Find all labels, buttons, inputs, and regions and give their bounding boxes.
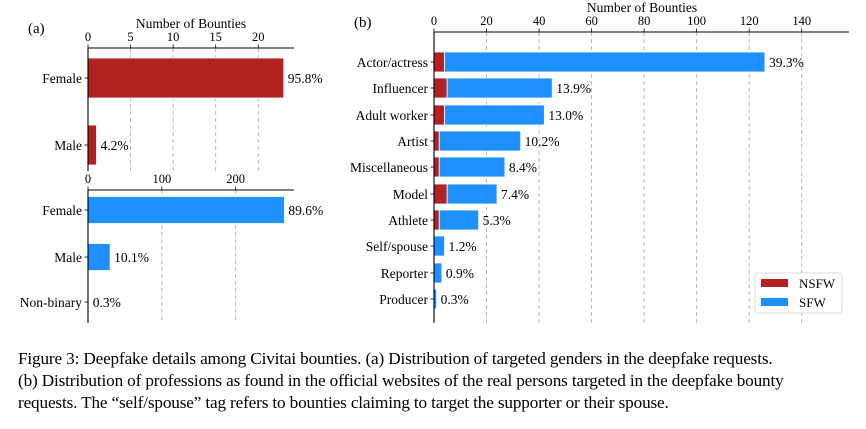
x-axis-title: Number of Bounties	[136, 16, 246, 31]
category-label: Actor/actress	[357, 55, 428, 70]
data-label: 8.4%	[509, 160, 537, 175]
legend-label-sfw: SFW	[799, 295, 826, 310]
bar-sfw	[438, 156, 506, 178]
data-label: 0.9%	[446, 266, 474, 281]
category-label: Reporter	[381, 266, 429, 281]
category-label: Male	[54, 138, 82, 153]
figure: 95.8% Female 4.2% Male 0 5 10 15 20 Number of Bou…	[20, 0, 849, 323]
bar-sfw	[438, 130, 522, 152]
x-tick-label: 80	[638, 14, 651, 28]
data-label: 5.3%	[483, 213, 511, 228]
bar-nsfw	[433, 104, 445, 126]
chart-b: 39.3% Actor/actress 13.9% Influencer 13.0% Ad…	[350, 0, 849, 323]
x-tick-label: 60	[585, 14, 598, 28]
legend: NSFW SFW	[754, 272, 843, 314]
x-tick-label: 20	[480, 14, 493, 28]
caption-line-1: Figure 3: Deepfake details among Civitai…	[18, 349, 773, 368]
x-tick-label: 100	[687, 14, 706, 28]
data-label: 0.3%	[441, 292, 469, 307]
x-tick-label: 0	[85, 172, 91, 186]
bar-sfw	[87, 196, 285, 224]
x-tick-label: 200	[226, 172, 245, 186]
x-tick-label: 40	[533, 14, 546, 28]
data-label: 10.1%	[114, 250, 149, 265]
bar-nsfw	[433, 51, 445, 73]
figure-caption: Figure 3: Deepfake details among Civitai…	[18, 348, 863, 414]
caption-line-2: (b) Distribution of professions as found…	[18, 371, 784, 390]
data-label: 10.2%	[525, 134, 560, 149]
bar-sfw	[433, 262, 443, 284]
data-label: 0.3%	[93, 295, 121, 310]
category-label: Artist	[397, 134, 428, 149]
category-label: Non-binary	[20, 295, 82, 310]
category-label: Female	[42, 71, 82, 86]
x-tick-label: 0	[85, 30, 91, 44]
category-label: Self/spouse	[366, 239, 428, 254]
bar-sfw	[438, 209, 480, 231]
x-tick-label: 140	[792, 14, 811, 28]
data-label: 1.2%	[449, 239, 477, 254]
bar-sfw	[444, 104, 545, 126]
bar-sfw	[446, 183, 498, 205]
x-tick-label: 100	[152, 172, 171, 186]
bar-nsfw	[433, 130, 440, 152]
x-axis-title: Number of Bounties	[587, 0, 697, 15]
category-label: Adult worker	[356, 108, 429, 123]
x-tick-label: 120	[740, 14, 759, 28]
bar-nsfw	[433, 156, 440, 178]
caption-line-3: requests. The “self/spouse” tag refers t…	[18, 393, 669, 412]
x-tick-label: 10	[167, 30, 180, 44]
data-label: 89.6%	[288, 203, 323, 218]
data-label: 13.0%	[548, 108, 583, 123]
category-label: Male	[54, 250, 82, 265]
bar-nsfw	[433, 183, 448, 205]
panel-label: (a)	[28, 21, 45, 37]
chart-a-bottom: 89.6% Female 10.1% Male 0.3% Non-binary 0 100 20…	[20, 172, 323, 323]
bar-sfw	[87, 243, 111, 271]
x-tick-label: 15	[209, 30, 222, 44]
bar-sfw	[433, 235, 445, 257]
bar-nsfw	[433, 77, 448, 99]
data-label: 39.3%	[769, 55, 804, 70]
data-label: 95.8%	[288, 71, 323, 86]
bar-sfw	[446, 77, 553, 99]
bar-nsfw	[87, 57, 285, 99]
data-label: 4.2%	[101, 138, 129, 153]
x-tick-label: 0	[431, 14, 437, 28]
data-label: 7.4%	[501, 187, 529, 202]
legend-label-nsfw: NSFW	[799, 276, 836, 291]
legend-swatch-sfw	[761, 298, 788, 306]
x-tick-label: 5	[127, 30, 133, 44]
x-tick-label: 20	[252, 30, 265, 44]
bar-sfw	[444, 51, 766, 73]
category-label: Influencer	[373, 81, 429, 96]
category-label: Model	[393, 187, 428, 202]
category-label: Producer	[379, 292, 428, 307]
category-label: Miscellaneous	[350, 160, 428, 175]
data-label: 13.9%	[556, 81, 591, 96]
chart-a-top: 95.8% Female 4.2% Male 0 5 10 15 20 Number of Bou…	[28, 16, 323, 171]
panel-label: (b)	[354, 15, 372, 31]
category-label: Athlete	[388, 213, 428, 228]
category-label: Female	[42, 203, 82, 218]
legend-swatch-nsfw	[761, 279, 788, 287]
bar-nsfw	[87, 124, 97, 166]
bar-nsfw	[433, 209, 440, 231]
